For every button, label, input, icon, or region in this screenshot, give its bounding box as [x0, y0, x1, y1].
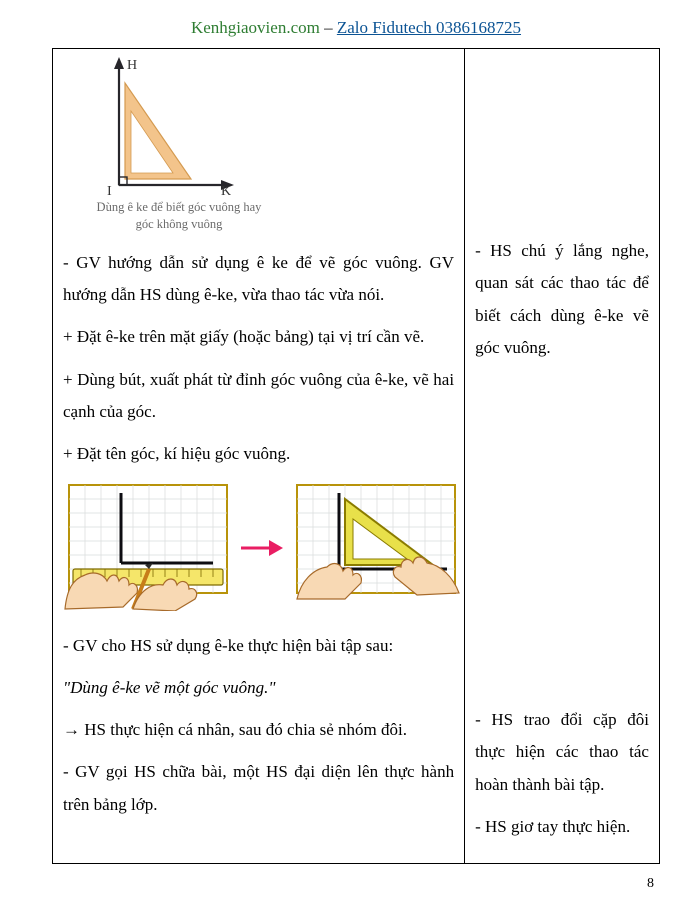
right-column: - HS chú ý lắng nghe, quan sát các thao … — [465, 49, 659, 863]
para-left-6: "Dùng ê-ke vẽ một góc vuông." — [63, 672, 454, 704]
arrow-icon — [239, 536, 285, 560]
para-left-4: + Đặt tên góc, kí hiệu góc vuông. — [63, 438, 454, 470]
diagram-triangle-hik: H I K — [69, 55, 289, 195]
diagram-caption: Dùng ê ke để biết góc vuông hay góc khôn… — [69, 199, 289, 233]
label-I: I — [107, 184, 112, 195]
caption-line-2: góc không vuông — [136, 217, 223, 231]
illustration-row — [63, 481, 454, 616]
para-left-2: + Đặt ê-ke trên mặt giấy (hoặc bảng) tại… — [63, 321, 454, 353]
para-right-2: - HS trao đổi cặp đôi thực hiện các thao… — [475, 704, 649, 801]
illustration-right — [291, 481, 461, 616]
header-dash: – — [320, 18, 337, 37]
para-left-1: - GV hướng dẫn sử dụng ê ke để vẽ góc vu… — [63, 247, 454, 312]
header-contact: Zalo Fidutech 0386168725 — [337, 18, 521, 37]
para-left-5: - GV cho HS sử dụng ê-ke thực hiện bài t… — [63, 630, 454, 662]
para-left-8: - GV gọi HS chữa bài, một HS đại diện lê… — [63, 756, 454, 821]
page-header: Kenhgiaovien.com – Zalo Fidutech 0386168… — [52, 18, 660, 38]
para-right-1: - HS chú ý lắng nghe, quan sát các thao … — [475, 235, 649, 364]
header-site: Kenhgiaovien.com — [191, 18, 320, 37]
para-left-3: + Dùng bút, xuất phát từ đỉnh góc vuông … — [63, 364, 454, 429]
content-table: H I K Dùng ê ke để biết góc vuông hay gó… — [52, 48, 660, 864]
label-H: H — [127, 58, 137, 73]
page-number: 8 — [647, 876, 654, 892]
para-right-3: - HS giơ tay thực hiện. — [475, 811, 649, 843]
caption-line-1: Dùng ê ke để biết góc vuông hay — [97, 200, 262, 214]
left-column: H I K Dùng ê ke để biết góc vuông hay gó… — [53, 49, 465, 863]
illustration-left — [63, 481, 233, 616]
label-K: K — [221, 184, 231, 195]
para-left-7: → HS thực hiện cá nhân, sau đó chia sẻ n… — [63, 714, 454, 746]
